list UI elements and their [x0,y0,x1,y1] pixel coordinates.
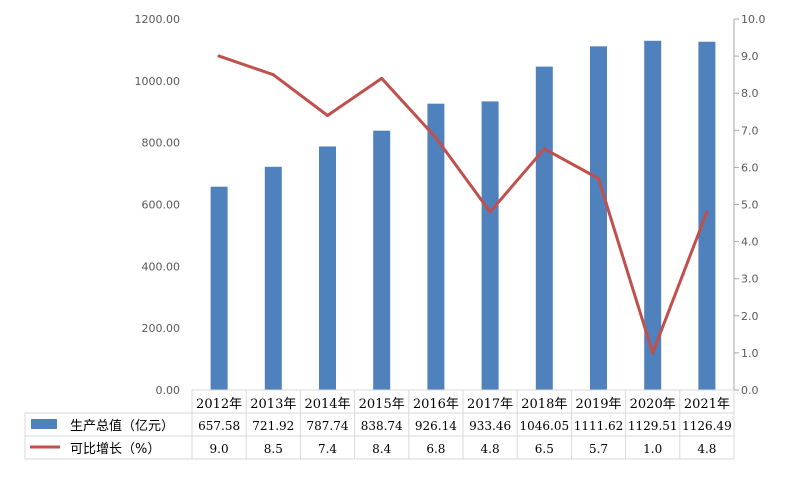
growth-line [217,54,709,355]
line-point [597,177,600,181]
right-tick-label: 6.0 [741,161,759,174]
bar [210,186,228,390]
line-value-cell: 8.4 [372,442,391,456]
line-value-cell: 1.0 [643,442,662,456]
line-value-cell: 4.8 [481,442,500,456]
right-tick-label: 4.0 [741,236,759,249]
bar [481,101,499,391]
left-tick-label: 400.00 [142,260,181,273]
category-label: 2012年 [196,397,242,412]
left-tick-label: 1000.00 [135,75,181,88]
line-point [705,210,709,214]
line-value-cell: 6.8 [426,442,445,456]
bar-value-cell: 838.74 [361,419,403,433]
line-value-cell: 4.8 [697,442,716,456]
category-label: 2013年 [250,397,296,412]
right-axis-ticks: 0.0 1.0 2.0 3.0 4.0 5.0 6.0 7.0 8.0 9.0 10.0 [734,13,766,397]
bar-series [210,40,716,391]
category-label: 2020年 [630,397,676,412]
bar-value-cell: 721.92 [252,419,294,433]
bar [319,146,336,390]
category-label: 2017年 [467,397,513,412]
right-tick-label: 7.0 [741,124,759,137]
bar [264,166,282,390]
left-tick-label: 0.00 [156,384,181,397]
line-value-cell: 6.5 [535,442,554,456]
left-tick-label: 800.00 [142,137,181,150]
line-point [217,54,221,58]
right-tick-label: 9.0 [741,50,759,63]
bar [427,103,445,390]
category-label: 2016年 [413,397,459,412]
category-label: 2015年 [359,397,405,412]
left-tick-label: 1200.00 [135,13,181,26]
line-point [488,210,492,214]
line-point [380,76,384,80]
left-tick-label: 600.00 [142,199,181,212]
right-tick-label: 1.0 [741,347,759,360]
right-tick-label: 10.0 [741,13,766,26]
line-point [542,147,546,151]
right-tick-label: 3.0 [741,273,759,286]
line-value-cell: 5.7 [589,442,608,456]
line-point [434,136,438,140]
line-series [217,54,709,355]
left-axis-ticks: 0.00 200.00 400.00 600.00 800.00 1000.00 1200.… [135,13,181,397]
bar [644,40,662,391]
right-tick-label: 5.0 [741,199,759,212]
category-label: 2014年 [304,397,350,412]
line-point [326,113,329,117]
line-value-cell: 8.5 [264,442,283,456]
right-tick-label: 0.0 [741,384,759,397]
bar-value-cell: 1046.05 [519,419,569,433]
line-point [271,73,275,77]
bar-value-cell: 787.74 [307,419,349,433]
bar-value-cell: 1129.51 [628,419,678,433]
legend-label: 生产总值（亿元） [70,418,174,434]
line-point [651,351,655,355]
left-tick-label: 200.00 [142,322,181,335]
bar-value-cell: 933.46 [469,419,511,433]
legend-label: 可比增长（%） [70,442,160,457]
bar [535,66,553,391]
line-value-cell: 7.4 [318,442,337,456]
line-value-cell: 9.0 [210,442,229,456]
bar-value-cell: 926.14 [415,419,457,433]
category-label: 2018年 [521,397,567,412]
bar [373,130,391,390]
legend-key-bar [31,419,57,429]
bar-value-cell: 657.58 [198,419,240,433]
bar-value-cell: 1111.62 [574,419,624,433]
category-label: 2019年 [575,397,621,412]
right-tick-label: 8.0 [741,87,759,100]
right-tick-label: 2.0 [741,310,759,323]
data-table: 2012年 2013年 2014年 2015年 2016年 2017年 2018年 2019年… [24,390,735,460]
bar [590,46,607,390]
bar-value-cell: 1126.49 [682,419,732,433]
category-label: 2021年 [684,397,730,412]
